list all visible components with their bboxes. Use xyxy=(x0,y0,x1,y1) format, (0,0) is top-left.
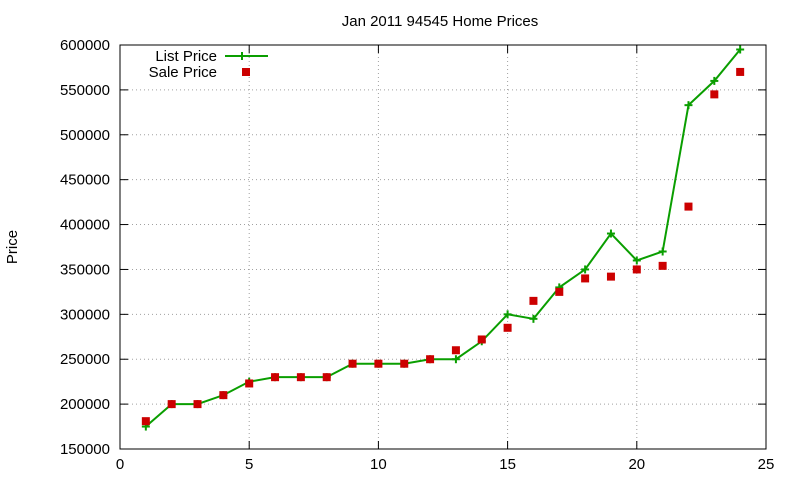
list-price-point xyxy=(684,101,693,110)
y-tick-label: 350000 xyxy=(60,261,110,278)
sale-price-point xyxy=(529,296,538,305)
legend-label-list-price: List Price xyxy=(155,48,217,65)
list-price-point xyxy=(503,310,512,319)
list-price-point xyxy=(529,314,538,323)
y-tick-label: 600000 xyxy=(60,37,110,54)
sale-price-point xyxy=(348,359,357,368)
sale-price-point xyxy=(503,323,512,332)
sale-price-point xyxy=(245,379,254,388)
sale-price-point xyxy=(477,335,486,344)
legend-marker-sale-price xyxy=(242,68,250,76)
sale-price-point xyxy=(658,261,667,270)
sale-price-point xyxy=(322,373,331,382)
y-tick-label: 300000 xyxy=(60,306,110,323)
plot-frame xyxy=(119,44,767,450)
list-price-point xyxy=(606,229,615,238)
sale-price-point xyxy=(632,265,641,274)
x-tick-label: 5 xyxy=(245,456,253,473)
list-price-point xyxy=(451,355,460,364)
y-tick-label: 550000 xyxy=(60,82,110,99)
axes xyxy=(119,44,767,450)
sale-price-point xyxy=(606,272,615,281)
sale-price-point xyxy=(167,400,176,409)
sale-price-point xyxy=(555,287,564,296)
sale-price-point xyxy=(581,274,590,283)
sale-price-point xyxy=(296,373,305,382)
tick-labels: 0 5 10 15 20 25 150000 200000 250000 300000 350000… xyxy=(60,37,774,473)
y-tick-label: 450000 xyxy=(60,172,110,189)
sale-price-point xyxy=(141,417,150,426)
sale-price-point xyxy=(193,400,202,409)
x-tick-label: 10 xyxy=(370,456,387,473)
legend-label-sale-price: Sale Price xyxy=(149,64,217,81)
y-tick-label: 200000 xyxy=(60,396,110,413)
sale-price-point xyxy=(684,202,693,211)
sale-price-point xyxy=(271,373,280,382)
y-axis-label: Price xyxy=(4,230,21,264)
sale-price-point xyxy=(219,391,228,400)
x-tick-label: 15 xyxy=(499,456,516,473)
sale-price-point xyxy=(710,90,719,99)
chart-title: Jan 2011 94545 Home Prices xyxy=(342,13,539,30)
list-price-line xyxy=(145,48,741,428)
y-tick-label: 500000 xyxy=(60,127,110,144)
list-price-point xyxy=(736,45,745,54)
y-tick-label: 150000 xyxy=(60,441,110,458)
y-tick-label: 400000 xyxy=(60,217,110,234)
sale-price-point xyxy=(736,67,745,76)
sale-price-point xyxy=(451,346,460,355)
x-tick-label: 0 xyxy=(116,456,124,473)
grid-lines xyxy=(120,45,766,449)
sale-price-point xyxy=(400,359,409,368)
x-tick-label: 25 xyxy=(758,456,775,473)
list-price-point xyxy=(658,247,667,256)
x-tick-label: 20 xyxy=(628,456,645,473)
list-price-point xyxy=(632,256,641,265)
sale-price-point xyxy=(374,359,383,368)
sale-price-point xyxy=(426,355,435,364)
list-price-point xyxy=(581,265,590,274)
data-series xyxy=(141,45,745,431)
list-price-point xyxy=(710,76,719,85)
y-tick-label: 250000 xyxy=(60,351,110,368)
